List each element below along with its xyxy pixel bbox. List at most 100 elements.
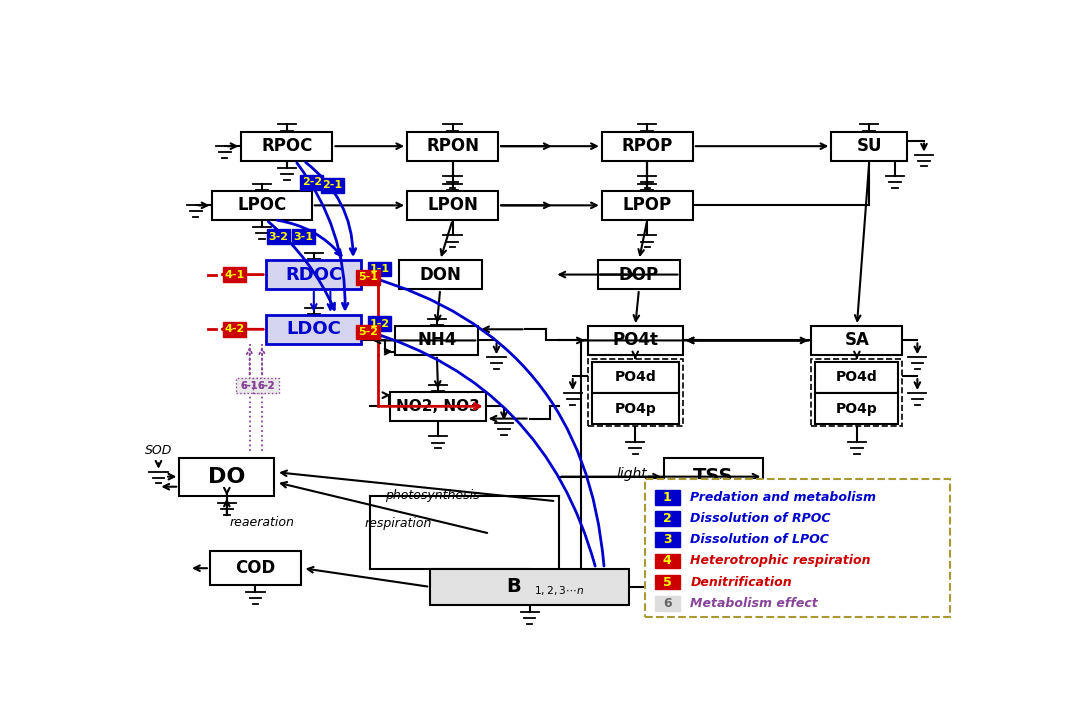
FancyBboxPatch shape (832, 132, 908, 161)
FancyBboxPatch shape (321, 178, 344, 193)
Text: 2-1: 2-1 (323, 181, 342, 190)
Text: 2-2: 2-2 (301, 178, 322, 188)
Text: LPOP: LPOP (623, 196, 671, 215)
FancyBboxPatch shape (407, 191, 498, 220)
Text: Metabolism effect: Metabolism effect (691, 597, 818, 610)
Text: Dissolution of RPOC: Dissolution of RPOC (691, 512, 831, 525)
FancyBboxPatch shape (223, 268, 246, 282)
Text: PO4p: PO4p (836, 402, 878, 415)
FancyBboxPatch shape (368, 262, 391, 276)
Text: reaeration: reaeration (230, 516, 294, 529)
Text: light: light (617, 467, 648, 481)
Text: 4-2: 4-2 (224, 324, 245, 334)
Text: 6: 6 (663, 597, 671, 610)
Text: PO4p: PO4p (615, 402, 656, 415)
FancyBboxPatch shape (210, 552, 301, 585)
Text: 4-1: 4-1 (224, 270, 245, 280)
FancyBboxPatch shape (816, 393, 898, 424)
FancyBboxPatch shape (811, 360, 902, 426)
FancyBboxPatch shape (213, 191, 312, 220)
Text: 3: 3 (663, 534, 671, 546)
FancyBboxPatch shape (253, 378, 279, 394)
FancyBboxPatch shape (811, 326, 902, 355)
Text: 2: 2 (663, 512, 671, 525)
Text: Predation and metabolism: Predation and metabolism (691, 491, 877, 504)
Text: LPON: LPON (428, 196, 478, 215)
FancyBboxPatch shape (396, 326, 478, 355)
Text: 5-2: 5-2 (358, 327, 378, 337)
FancyBboxPatch shape (266, 260, 361, 289)
Text: 1-2: 1-2 (370, 319, 390, 328)
FancyBboxPatch shape (654, 554, 680, 568)
FancyBboxPatch shape (407, 132, 498, 161)
FancyBboxPatch shape (430, 569, 629, 605)
FancyBboxPatch shape (180, 457, 275, 496)
FancyBboxPatch shape (654, 511, 680, 526)
Text: NO2, NO3: NO2, NO3 (397, 399, 480, 414)
FancyBboxPatch shape (300, 175, 323, 190)
Text: 1: 1 (663, 491, 671, 504)
FancyBboxPatch shape (356, 270, 379, 285)
FancyBboxPatch shape (266, 315, 361, 344)
Text: B: B (507, 577, 522, 597)
FancyBboxPatch shape (592, 393, 679, 424)
FancyBboxPatch shape (664, 457, 763, 496)
Text: 1-1: 1-1 (370, 264, 390, 274)
FancyBboxPatch shape (654, 532, 680, 547)
FancyBboxPatch shape (368, 316, 391, 331)
Text: PO4d: PO4d (836, 370, 878, 384)
Text: 4: 4 (663, 555, 671, 568)
Text: SU: SU (856, 137, 882, 155)
Text: 6-1: 6-1 (241, 381, 259, 391)
FancyBboxPatch shape (654, 596, 680, 610)
Text: RPON: RPON (427, 137, 479, 155)
FancyBboxPatch shape (399, 260, 482, 289)
Text: 3-2: 3-2 (268, 231, 289, 241)
Text: DON: DON (419, 265, 461, 283)
FancyBboxPatch shape (238, 378, 261, 393)
FancyBboxPatch shape (356, 325, 379, 339)
Text: RPOP: RPOP (622, 137, 672, 155)
FancyBboxPatch shape (588, 360, 683, 426)
Text: DOP: DOP (619, 265, 660, 283)
FancyBboxPatch shape (292, 229, 315, 244)
FancyBboxPatch shape (654, 490, 680, 505)
Text: photosynthesis: photosynthesis (385, 489, 479, 502)
Text: RPOC: RPOC (261, 137, 312, 155)
FancyBboxPatch shape (602, 191, 693, 220)
Text: PO4d: PO4d (615, 370, 656, 384)
Text: 3-1: 3-1 (294, 231, 313, 241)
Text: Heterotrophic respiration: Heterotrophic respiration (691, 555, 871, 568)
Text: DO: DO (208, 467, 246, 486)
Text: respiration: respiration (365, 517, 433, 530)
Text: TSS: TSS (694, 467, 733, 486)
FancyBboxPatch shape (267, 229, 290, 244)
FancyBboxPatch shape (242, 132, 332, 161)
Text: LPOC: LPOC (237, 196, 286, 215)
FancyBboxPatch shape (645, 479, 949, 618)
Text: Dissolution of LPOC: Dissolution of LPOC (691, 534, 830, 546)
Text: 6-2: 6-2 (258, 381, 275, 391)
Text: 6-1: 6-1 (241, 381, 259, 391)
Text: LDOC: LDOC (286, 320, 341, 339)
Text: Denitrification: Denitrification (691, 576, 792, 589)
FancyBboxPatch shape (602, 132, 693, 161)
Text: 5: 5 (663, 576, 671, 589)
FancyBboxPatch shape (390, 392, 485, 420)
Text: RDOC: RDOC (285, 265, 342, 283)
FancyBboxPatch shape (654, 575, 680, 589)
FancyBboxPatch shape (236, 378, 263, 394)
FancyBboxPatch shape (592, 362, 679, 393)
Text: $_{1,2,3\cdots n}$: $_{1,2,3\cdots n}$ (533, 582, 584, 597)
FancyBboxPatch shape (254, 378, 278, 393)
Text: PO4t: PO4t (613, 331, 659, 349)
Text: 6-2: 6-2 (258, 381, 275, 391)
Text: SOD: SOD (144, 444, 172, 457)
FancyBboxPatch shape (588, 326, 683, 355)
FancyBboxPatch shape (598, 260, 680, 289)
Text: SA: SA (845, 331, 869, 349)
FancyBboxPatch shape (816, 362, 898, 393)
FancyBboxPatch shape (223, 322, 246, 336)
Text: COD: COD (235, 559, 276, 577)
Text: NH4: NH4 (417, 331, 456, 349)
